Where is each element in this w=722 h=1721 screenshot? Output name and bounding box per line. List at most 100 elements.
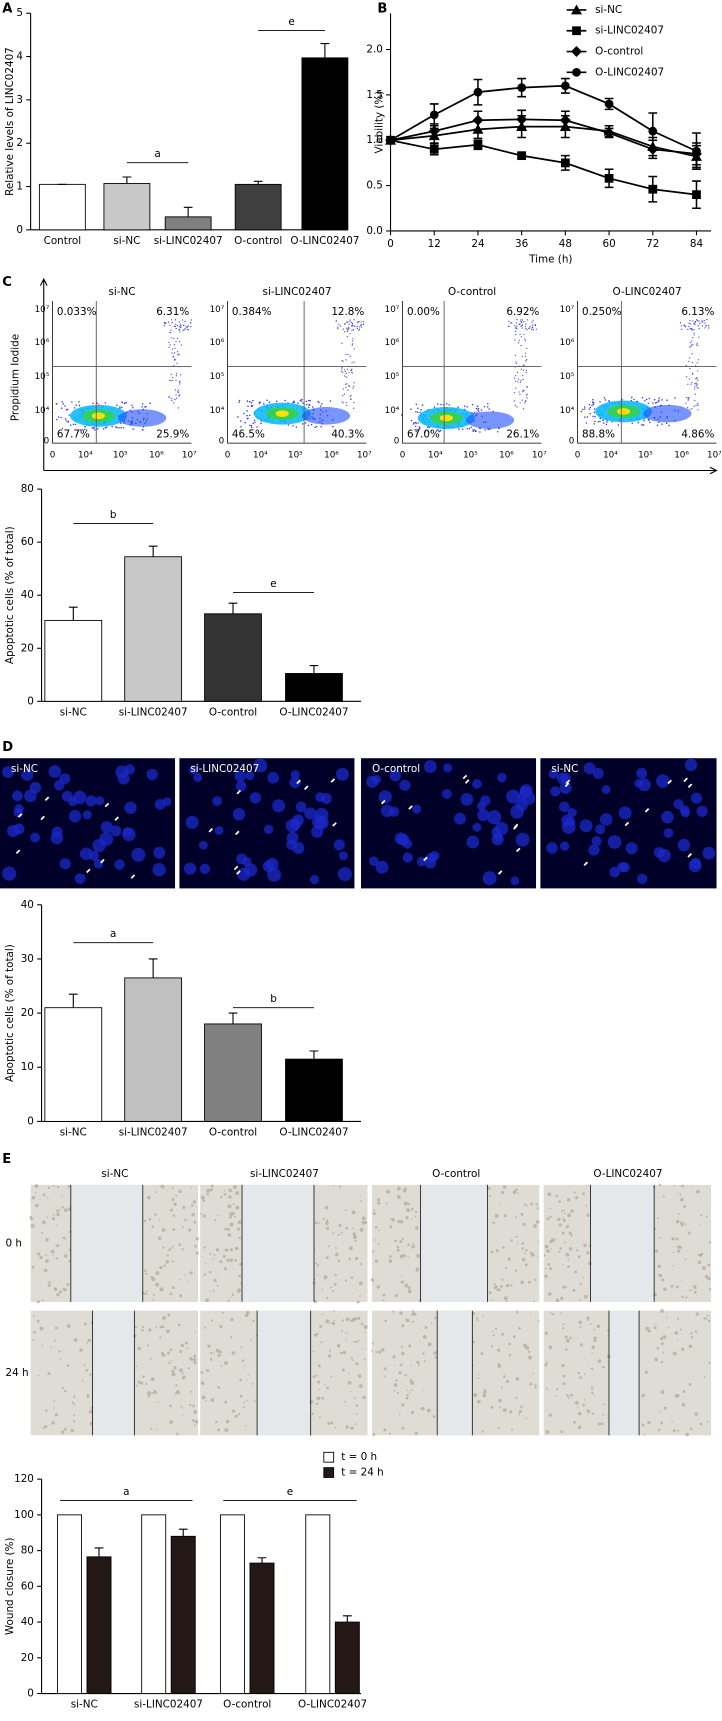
cell [332, 1232, 335, 1235]
cell [179, 1294, 182, 1297]
flow-event [693, 334, 695, 336]
nucleus [95, 796, 105, 806]
flow-event [440, 403, 442, 406]
nucleus [337, 867, 352, 882]
cell [56, 1209, 60, 1213]
cell [355, 1257, 359, 1261]
flow-event [104, 402, 107, 404]
cell [433, 1316, 437, 1320]
flow-event [475, 430, 477, 432]
flow-event [516, 371, 519, 374]
nucleus [6, 824, 20, 838]
nucleus [619, 862, 630, 873]
x-axis-arrow [43, 466, 718, 475]
arrow [583, 861, 589, 866]
cell [558, 1200, 561, 1204]
cell [321, 1288, 324, 1291]
cell [234, 1246, 239, 1251]
flow-event [617, 424, 620, 426]
nucleus [519, 786, 532, 798]
flow-event [608, 400, 610, 402]
cell [145, 1290, 148, 1293]
nucleus [14, 804, 24, 814]
flow-event [351, 323, 354, 325]
cell [192, 1200, 197, 1204]
flow-event [472, 430, 475, 433]
cell [371, 1342, 374, 1345]
cell [408, 1344, 412, 1348]
error-bar [183, 206, 193, 217]
x-tick-label: O-control [223, 1698, 271, 1710]
y-tick-label: 5 [16, 7, 23, 19]
cell [490, 1345, 494, 1348]
flow-event [249, 414, 251, 417]
cell [561, 1263, 564, 1266]
flow-event [685, 364, 688, 367]
cell [241, 1359, 245, 1362]
flow-event [694, 382, 696, 385]
image-label: si-NC [11, 763, 38, 775]
y-tick-label: 2 [16, 137, 23, 149]
cell [569, 1336, 572, 1340]
cell [500, 1190, 505, 1195]
flow-event [687, 397, 689, 399]
error-bar [257, 1557, 267, 1564]
arrow [236, 789, 242, 795]
cell [563, 1219, 566, 1222]
cell [396, 1391, 400, 1395]
y-tick-label: 10⁵ [385, 372, 400, 382]
cell [41, 1344, 44, 1347]
cell [396, 1186, 401, 1191]
cell [516, 1243, 519, 1246]
cell [157, 1401, 160, 1403]
significance-mark: a [110, 928, 116, 940]
flow-event [526, 386, 528, 388]
nucleus [389, 806, 400, 817]
cell [694, 1330, 698, 1333]
cell [231, 1351, 236, 1355]
flow-event [60, 407, 63, 409]
cell [238, 1412, 241, 1416]
flow-density [275, 410, 289, 417]
cell [213, 1352, 215, 1355]
cell [206, 1192, 210, 1196]
cell [524, 1263, 528, 1267]
cell [356, 1300, 360, 1304]
cell [405, 1216, 409, 1219]
cell [588, 1261, 592, 1266]
flow-event [120, 426, 122, 429]
cell [204, 1262, 207, 1264]
cell [549, 1267, 553, 1271]
cell [527, 1280, 531, 1284]
cell [524, 1252, 526, 1255]
nucleus [53, 779, 65, 791]
cell [243, 1401, 245, 1404]
bar [164, 216, 212, 231]
series-line [390, 139, 697, 196]
flow-event [263, 403, 265, 405]
cell [200, 1370, 204, 1374]
flow-event [66, 408, 69, 411]
significance-mark: a [123, 1486, 129, 1498]
nucleus [625, 842, 638, 855]
nucleus [333, 839, 345, 851]
flow-event [594, 416, 596, 418]
cell [141, 1329, 144, 1332]
flow-event [522, 374, 524, 377]
nucleus [2, 766, 14, 778]
cell [522, 1258, 526, 1262]
flow-event [526, 319, 529, 321]
flow-event [337, 326, 339, 328]
cell [545, 1250, 548, 1252]
flow-event [474, 429, 476, 431]
x-tick-label: 10⁶ [674, 451, 689, 461]
cell [372, 1250, 375, 1253]
legend-label: t = 24 h [341, 1467, 383, 1479]
flow-event [517, 378, 520, 380]
flow-event [526, 329, 528, 331]
flow-event [307, 399, 310, 402]
flow-event [339, 325, 341, 327]
nucleus [482, 871, 497, 886]
cell [498, 1398, 502, 1403]
cell [353, 1397, 356, 1400]
